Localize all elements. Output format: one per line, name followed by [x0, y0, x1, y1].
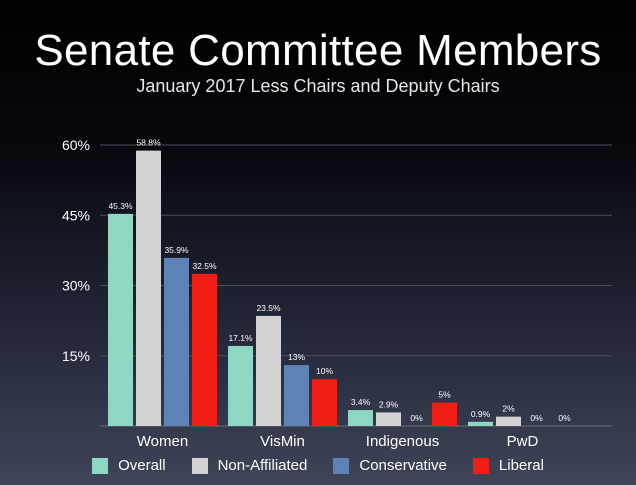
x-tick-label: Indigenous: [366, 433, 439, 450]
data-label: 5%: [438, 390, 451, 400]
data-label: 0.9%: [471, 409, 491, 419]
legend-item-overall: Overall: [92, 457, 166, 474]
legend-label-liberal: Liberal: [498, 457, 544, 474]
legend-item-conservative: Conservative: [333, 457, 447, 474]
data-label: 17.1%: [228, 333, 253, 343]
bar: [312, 379, 337, 426]
legend-swatch-liberal: [472, 457, 489, 474]
x-tick-label: PwD: [507, 433, 539, 450]
data-label: 10%: [316, 366, 333, 376]
bar: [136, 150, 161, 426]
y-tick-label: 60%: [62, 137, 90, 153]
data-label: 35.9%: [164, 245, 189, 255]
x-tick-label: Women: [137, 433, 188, 450]
data-label: 2.9%: [379, 399, 399, 409]
bar: [432, 402, 457, 426]
legend-item-non-affiliated: Non-Affiliated: [191, 457, 308, 474]
data-label: 23.5%: [256, 303, 281, 313]
bar: [376, 412, 401, 426]
data-label: 32.5%: [192, 261, 217, 271]
legend-label-non-affiliated: Non-Affiliated: [217, 457, 308, 474]
data-label: 58.8%: [136, 138, 161, 148]
legend-label-overall: Overall: [118, 457, 166, 474]
legend-swatch-non-affiliated: [191, 457, 208, 474]
bar: [192, 273, 217, 426]
y-tick-label: 30%: [62, 278, 90, 294]
data-label: 0%: [530, 413, 543, 423]
bar: [228, 345, 253, 426]
y-tick-label: 45%: [62, 207, 90, 223]
chart-title: Senate Committee Members: [34, 26, 602, 75]
chart-legend: Overall Non-Affiliated Conservative Libe…: [0, 457, 636, 474]
legend-item-liberal: Liberal: [472, 457, 544, 474]
x-tick-label: VisMin: [260, 433, 305, 450]
legend-swatch-overall: [92, 457, 109, 474]
data-label: 2%: [502, 404, 515, 414]
y-tick-label: 15%: [62, 348, 90, 364]
legend-swatch-conservative: [333, 457, 350, 474]
data-label: 0%: [410, 413, 423, 423]
bar: [284, 365, 309, 426]
data-label: 3.4%: [351, 397, 371, 407]
data-label: 45.3%: [108, 201, 133, 211]
data-label: 0%: [558, 413, 571, 423]
bar: [164, 257, 189, 426]
bar: [256, 315, 281, 426]
bar: [348, 410, 373, 426]
chart-subtitle: January 2017 Less Chairs and Deputy Chai…: [136, 76, 500, 96]
data-label: 13%: [288, 352, 305, 362]
bar: [468, 421, 493, 426]
legend-label-conservative: Conservative: [359, 457, 447, 474]
bar: [108, 213, 133, 426]
bar: [496, 416, 521, 426]
